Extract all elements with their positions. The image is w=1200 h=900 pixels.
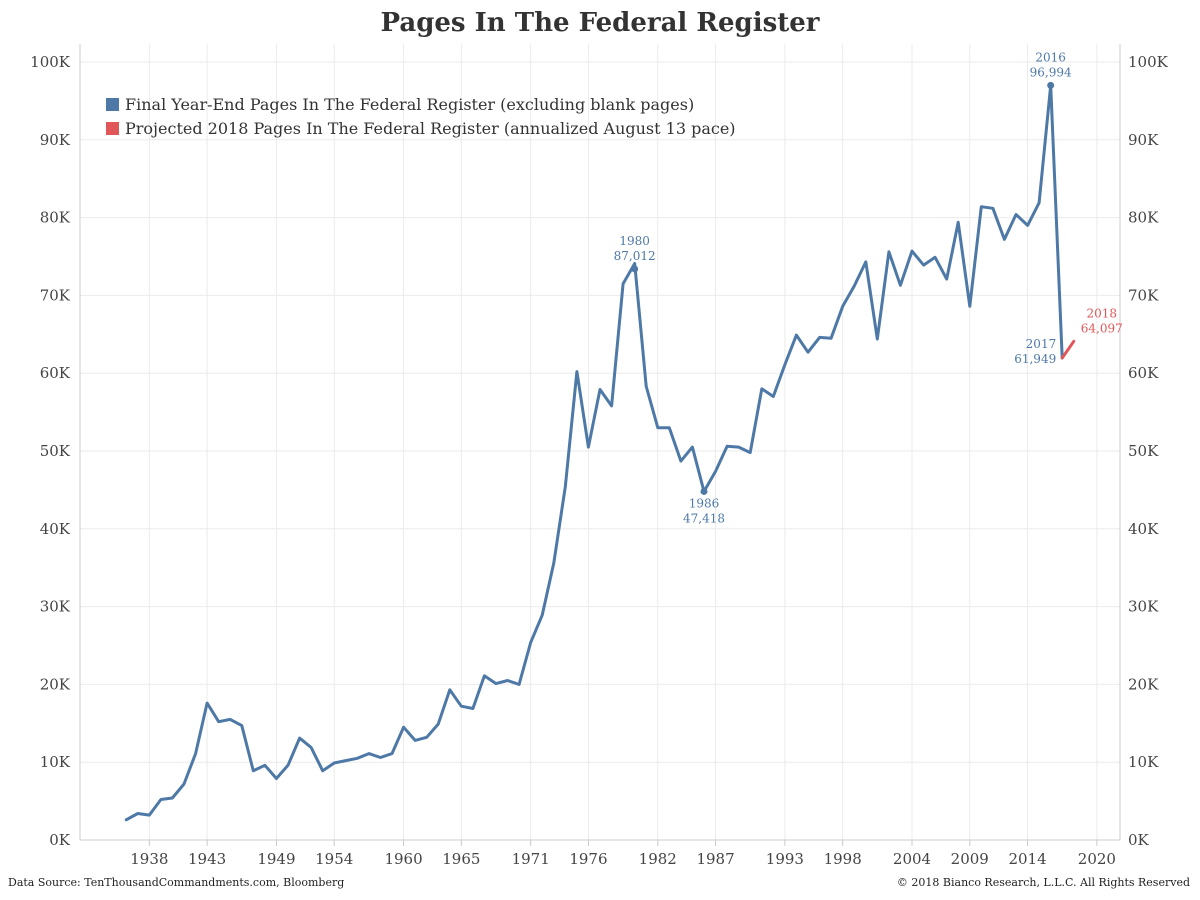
y-tick-label-left: 60K	[40, 364, 71, 382]
x-tick-label: 1954	[315, 850, 353, 868]
y-tick-label-left: 0K	[49, 831, 71, 849]
legend: Final Year-End Pages In The Federal Regi…	[106, 95, 736, 138]
annotation-year: 1986	[689, 496, 720, 510]
series-line-final	[124, 83, 1064, 822]
y-tick-label-right: 30K	[1128, 598, 1159, 616]
y-tick-label-right: 10K	[1128, 753, 1159, 771]
annotation-value: 96,994	[1030, 65, 1072, 79]
annotation-value: 64,097	[1081, 321, 1123, 335]
y-tick-label-left: 100K	[30, 53, 71, 71]
x-tick-label: 1987	[696, 850, 734, 868]
y-tick-label-right: 100K	[1128, 53, 1169, 71]
x-tick-label: 1943	[188, 850, 226, 868]
gridlines	[80, 44, 1120, 840]
y-tick-label-right: 90K	[1128, 131, 1159, 149]
y-tick-label-right: 50K	[1128, 442, 1159, 460]
x-tick-label: 2020	[1078, 850, 1116, 868]
annotation-marker	[631, 265, 639, 273]
y-tick-label-right: 80K	[1128, 209, 1159, 227]
x-tick-label: 1949	[257, 850, 295, 868]
y-tick-label-left: 90K	[40, 131, 71, 149]
y-tick-label-left: 30K	[40, 598, 71, 616]
y-tick-label-right: 70K	[1128, 286, 1159, 304]
annotation-year: 2018	[1087, 306, 1118, 320]
annotation-value: 87,012	[614, 249, 656, 263]
x-tick-label: 1982	[639, 850, 677, 868]
y-tick-label-right: 0K	[1128, 831, 1150, 849]
legend-swatch	[106, 122, 119, 135]
x-tick-label: 1976	[569, 850, 607, 868]
chart-title: Pages In The Federal Register	[380, 8, 820, 38]
y-tick-label-right: 60K	[1128, 364, 1159, 382]
axes	[79, 44, 1121, 846]
data-source-note: Data Source: TenThousandCommandments.com…	[8, 876, 345, 889]
x-tick-label: 2009	[951, 850, 989, 868]
y-tick-label-left: 40K	[40, 520, 71, 538]
y-axis-right-ticks: 0K 10K 20K 30K 40K 50K 60K 70K 80K 90K 100K	[1128, 53, 1169, 849]
legend-swatch	[106, 98, 119, 111]
legend-label: Projected 2018 Pages In The Federal Regi…	[125, 119, 736, 138]
x-tick-label: 1971	[512, 850, 550, 868]
x-tick-label: 1960	[384, 850, 422, 868]
annotation-value: 61,949	[1014, 352, 1056, 366]
x-axis-ticks: 1938 1943 1949 1954 1960 1965 1971 1976 1982 1987…	[130, 850, 1116, 868]
x-tick-label: 2004	[893, 850, 931, 868]
y-tick-label-left: 20K	[40, 675, 71, 693]
y-tick-label-right: 20K	[1128, 675, 1159, 693]
annotation-marker	[1047, 81, 1055, 89]
x-tick-label: 1993	[766, 850, 804, 868]
y-axis-left-ticks: 0K 10K 20K 30K 40K 50K 60K 70K 80K 90K 100K	[30, 53, 71, 849]
legend-label: Final Year-End Pages In The Federal Regi…	[125, 95, 694, 114]
x-tick-label: 2014	[1008, 850, 1046, 868]
y-tick-label-left: 50K	[40, 442, 71, 460]
x-tick-label: 1965	[442, 850, 480, 868]
x-tick-label: 1998	[824, 850, 862, 868]
series-lines	[124, 83, 1076, 822]
annotation-year: 2016	[1035, 50, 1066, 64]
y-tick-label-right: 40K	[1128, 520, 1159, 538]
y-tick-label-left: 10K	[40, 753, 71, 771]
annotation-year: 1980	[619, 234, 650, 248]
y-tick-label-left: 70K	[40, 286, 71, 304]
copyright-note: © 2018 Bianco Research, L.L.C. All Right…	[896, 876, 1190, 889]
series-line-projected	[1060, 339, 1076, 360]
annotation-year: 2017	[1026, 337, 1057, 351]
annotation-value: 47,418	[683, 511, 725, 525]
annotation-marker	[700, 487, 708, 495]
y-tick-label-left: 80K	[40, 209, 71, 227]
x-tick-label: 1938	[130, 850, 168, 868]
